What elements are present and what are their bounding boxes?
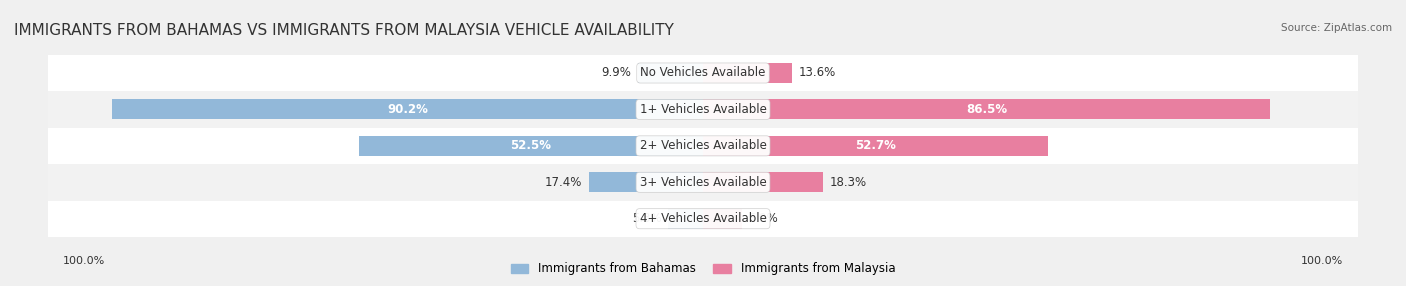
Text: 100.0%: 100.0% bbox=[1301, 256, 1343, 266]
Bar bbox=[48, 55, 1358, 91]
Bar bbox=[589, 172, 703, 192]
Bar bbox=[48, 164, 1358, 200]
Text: 18.3%: 18.3% bbox=[830, 176, 866, 189]
Text: 9.9%: 9.9% bbox=[602, 67, 631, 80]
Text: Source: ZipAtlas.com: Source: ZipAtlas.com bbox=[1281, 23, 1392, 33]
Text: 52.5%: 52.5% bbox=[510, 139, 551, 152]
Bar bbox=[638, 63, 703, 83]
Bar bbox=[703, 136, 1049, 156]
Bar bbox=[703, 63, 792, 83]
Text: 90.2%: 90.2% bbox=[387, 103, 427, 116]
Text: 5.9%: 5.9% bbox=[748, 212, 778, 225]
Bar bbox=[48, 128, 1358, 164]
Bar bbox=[668, 209, 703, 229]
Bar bbox=[112, 100, 703, 120]
Bar bbox=[48, 200, 1358, 237]
Bar bbox=[703, 172, 823, 192]
Legend: Immigrants from Bahamas, Immigrants from Malaysia: Immigrants from Bahamas, Immigrants from… bbox=[506, 258, 900, 280]
Text: 13.6%: 13.6% bbox=[799, 67, 837, 80]
Text: 52.7%: 52.7% bbox=[855, 139, 896, 152]
Text: No Vehicles Available: No Vehicles Available bbox=[640, 67, 766, 80]
Text: 2+ Vehicles Available: 2+ Vehicles Available bbox=[640, 139, 766, 152]
Text: 5.3%: 5.3% bbox=[633, 212, 662, 225]
Text: 3+ Vehicles Available: 3+ Vehicles Available bbox=[640, 176, 766, 189]
Text: 100.0%: 100.0% bbox=[63, 256, 105, 266]
Bar bbox=[703, 100, 1270, 120]
Text: 4+ Vehicles Available: 4+ Vehicles Available bbox=[640, 212, 766, 225]
Text: IMMIGRANTS FROM BAHAMAS VS IMMIGRANTS FROM MALAYSIA VEHICLE AVAILABILITY: IMMIGRANTS FROM BAHAMAS VS IMMIGRANTS FR… bbox=[14, 23, 673, 38]
Text: 17.4%: 17.4% bbox=[546, 176, 582, 189]
Bar bbox=[359, 136, 703, 156]
Text: 1+ Vehicles Available: 1+ Vehicles Available bbox=[640, 103, 766, 116]
Text: 86.5%: 86.5% bbox=[966, 103, 1007, 116]
Bar bbox=[703, 209, 741, 229]
Bar bbox=[48, 91, 1358, 128]
